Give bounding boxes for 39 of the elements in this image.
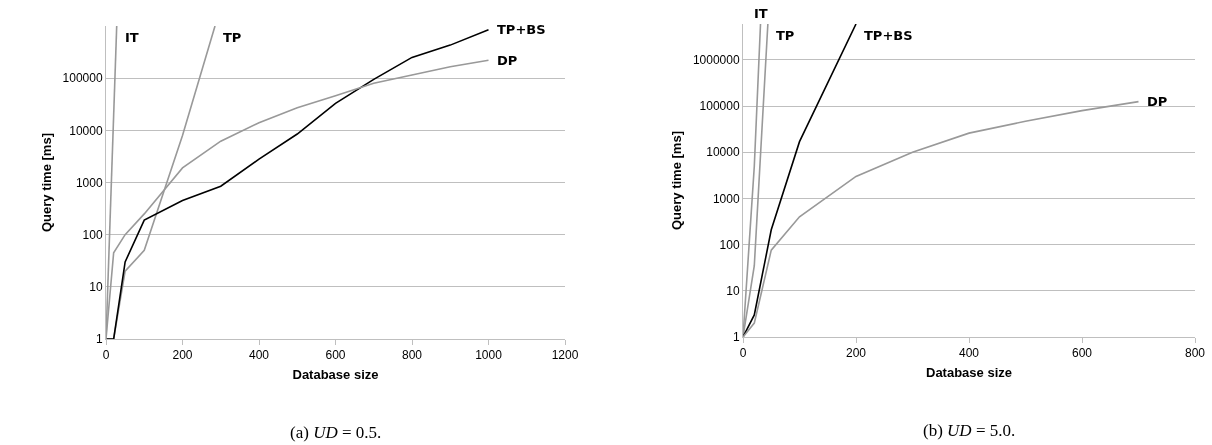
y-tick-label: 10 <box>89 280 103 295</box>
series-label: IT <box>125 30 139 45</box>
x-tick-label: 400 <box>958 346 980 361</box>
x-tick-label: 1200 <box>551 348 579 363</box>
x-tick-label: 1000 <box>475 348 503 363</box>
y-tick-label: 10000 <box>69 123 103 138</box>
y-tick-label: 1000000 <box>692 53 740 68</box>
y-tick-label: 10 <box>726 284 740 299</box>
x-tick-label: 600 <box>1071 346 1093 361</box>
x-axis-title: Database size <box>292 367 379 382</box>
series-label: IT <box>754 6 768 21</box>
series-label: DP <box>1147 94 1168 109</box>
y-axis-title: Query time [ms] <box>668 131 684 230</box>
y-tick-label: 100 <box>719 237 740 252</box>
y-axis-title: Query time [ms] <box>38 133 54 232</box>
series-label: TP <box>776 28 795 43</box>
y-tick-label: 10000 <box>706 145 740 160</box>
x-tick-label: 800 <box>401 348 423 363</box>
x-tick-label: 200 <box>172 348 193 363</box>
series-label: TP <box>223 30 242 45</box>
y-tick-label: 1 <box>732 330 740 345</box>
y-tick-label: 100 <box>82 227 103 242</box>
x-tick-label: 0 <box>102 348 110 363</box>
series-label: TP+BS <box>497 22 546 37</box>
y-tick-label: 1000 <box>712 191 740 206</box>
y-tick-label: 100000 <box>62 71 103 86</box>
x-axis-title: Database size <box>926 365 1012 380</box>
text: (b) UD = 5.0. <box>923 421 1016 440</box>
x-tick-label: 400 <box>248 348 270 363</box>
y-tick-label: 1 <box>95 332 103 347</box>
series-label: DP <box>497 53 518 68</box>
x-tick-label: 200 <box>845 346 867 361</box>
x-tick-label: 800 <box>1184 346 1206 361</box>
text: (a) UD = 0.5. <box>290 423 382 442</box>
y-tick-label: 100000 <box>699 99 740 114</box>
series-label: TP+BS <box>864 28 913 43</box>
y-tick-label: 1000 <box>75 175 103 190</box>
x-tick-label: 0 <box>739 346 747 361</box>
x-tick-label: 600 <box>325 348 346 363</box>
